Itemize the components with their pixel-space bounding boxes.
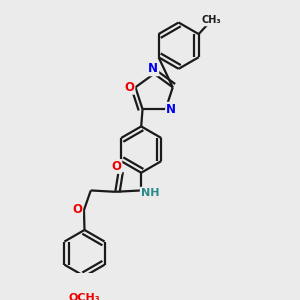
Text: N: N xyxy=(148,62,158,75)
Text: O: O xyxy=(124,81,134,94)
Text: N: N xyxy=(166,103,176,116)
Text: O: O xyxy=(72,203,82,216)
Text: OCH₃: OCH₃ xyxy=(69,293,100,300)
Text: CH₃: CH₃ xyxy=(202,16,221,26)
Text: O: O xyxy=(111,160,122,173)
Text: NH: NH xyxy=(141,188,159,198)
